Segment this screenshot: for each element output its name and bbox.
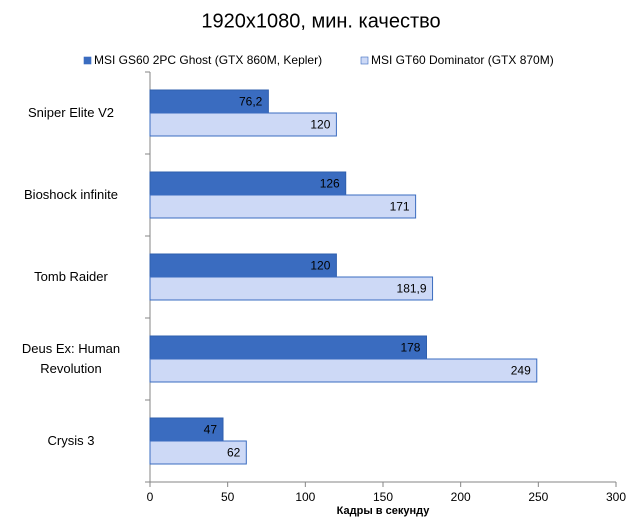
data-label: 120 (310, 259, 330, 273)
x-tick-label: 0 (147, 490, 154, 504)
data-label: 126 (320, 177, 340, 191)
legend-label: MSI GT60 Dominator (GTX 870M) (371, 53, 554, 67)
y-tick-label: Tomb Raider (34, 269, 108, 284)
bar (149, 276, 434, 301)
bar (149, 194, 417, 219)
x-tick-label: 150 (373, 490, 393, 504)
y-tick-label: Bioshock infinite (24, 187, 118, 202)
data-label: 171 (390, 200, 410, 214)
y-tick-label: Sniper Elite V2 (28, 105, 114, 120)
x-tick-label: 50 (221, 490, 235, 504)
legend-swatch (360, 56, 369, 65)
x-tick-label: 250 (528, 490, 548, 504)
data-label: 120 (310, 118, 330, 132)
data-label: 47 (204, 423, 218, 437)
data-label: 62 (227, 446, 241, 460)
bar (149, 358, 538, 383)
bar (149, 440, 247, 465)
x-tick-label: 200 (451, 490, 471, 504)
bar (149, 112, 337, 137)
data-label: 76,2 (239, 95, 263, 109)
legend-swatch (83, 56, 92, 65)
y-tick-label: Crysis 3 (47, 433, 95, 448)
bar (149, 171, 347, 196)
legend-label: MSI GS60 2PC Ghost (GTX 860M, Kepler) (94, 53, 322, 67)
x-tick-label: 300 (606, 490, 626, 504)
data-label: 181,9 (397, 282, 427, 296)
data-label: 249 (511, 364, 531, 378)
x-axis-label: Кадры в секунду (337, 505, 431, 517)
chart-title: 1920x1080, мин. качество (201, 10, 440, 32)
x-tick-label: 100 (295, 490, 315, 504)
bar (149, 335, 427, 360)
y-tick-label: Deus Ex: Human Revolution (21, 341, 121, 376)
data-label: 178 (400, 341, 420, 355)
bar (149, 253, 337, 278)
